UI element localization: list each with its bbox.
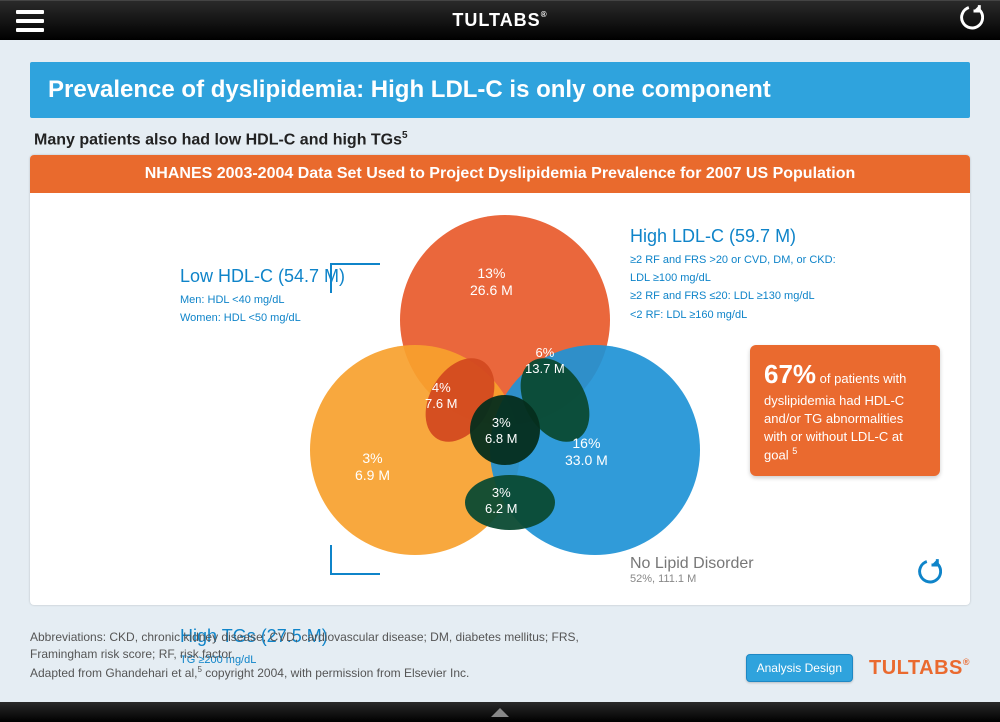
venn-label-ov-ldl-nolipid: 6%13.7 M bbox=[525, 345, 565, 376]
bottom-bar[interactable] bbox=[0, 702, 1000, 722]
refresh-icon[interactable] bbox=[914, 558, 942, 591]
brand-footer: TULTABS® bbox=[869, 657, 970, 680]
card-banner: NHANES 2003-2004 Data Set Used to Projec… bbox=[30, 155, 970, 193]
analysis-design-button[interactable]: Analysis Design bbox=[746, 654, 853, 682]
venn-label-ov-hdl-nolipid: 3%6.2 M bbox=[485, 485, 518, 516]
venn-label-ldl: 13%26.6 M bbox=[470, 265, 513, 299]
content-area: Prevalence of dyslipidemia: High LDL-C i… bbox=[0, 40, 1000, 702]
venn-label-hdl: 3%6.9 M bbox=[355, 450, 390, 484]
footer-badges: Analysis Design TULTABS® bbox=[746, 654, 970, 682]
expand-up-icon[interactable] bbox=[491, 708, 509, 717]
info-card: NHANES 2003-2004 Data Set Used to Projec… bbox=[30, 155, 970, 605]
abbreviations-text: Abbreviations: CKD, chronic kidney disea… bbox=[30, 629, 579, 682]
sub-heading: Many patients also had low HDL-C and hig… bbox=[34, 130, 966, 149]
callout-box: 67% of patients with dyslipidemia had HD… bbox=[750, 345, 940, 476]
label-no-lipid: No Lipid Disorder 52%, 111.1 M bbox=[630, 555, 754, 585]
footer-row: Abbreviations: CKD, chronic kidney disea… bbox=[30, 629, 970, 682]
venn-label-center: 3%6.8 M bbox=[485, 415, 518, 446]
venn-diagram: 13%26.6 M 3%6.9 M 16%33.0 M 4%7.6 M 6%13… bbox=[310, 215, 690, 565]
undo-icon[interactable] bbox=[956, 4, 984, 37]
venn-label-nolipid: 16%33.0 M bbox=[565, 435, 608, 469]
app-header: TULTABS® bbox=[0, 0, 1000, 40]
brand-title: TULTABS® bbox=[452, 10, 547, 31]
page-title: Prevalence of dyslipidemia: High LDL-C i… bbox=[30, 62, 970, 118]
venn-label-ov-ldl-hdl: 4%7.6 M bbox=[425, 380, 458, 411]
menu-icon[interactable] bbox=[16, 10, 44, 32]
